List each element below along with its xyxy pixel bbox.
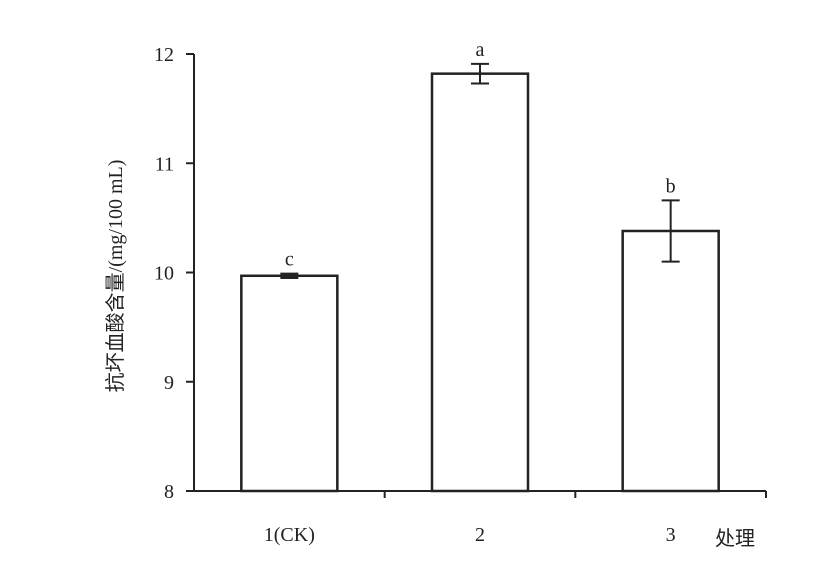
significance-label: b [666, 175, 676, 197]
x-category-label: 3 [666, 524, 676, 546]
bar [240, 274, 339, 493]
y-tick-label: 12 [154, 44, 174, 66]
significance-label: a [476, 39, 485, 61]
y-axis-title: 抗坏血酸含量/(mg/100 mL) [104, 160, 127, 393]
bar [430, 72, 530, 493]
bar [621, 229, 720, 493]
y-tick-label: 8 [164, 481, 174, 503]
x-category-label: 2 [475, 524, 485, 546]
bars [240, 62, 720, 493]
x-axis-title: 处理 [715, 527, 755, 550]
y-tick-label: 10 [154, 263, 174, 285]
significance-label: c [285, 249, 294, 271]
y-tick-label: 11 [155, 153, 174, 175]
y-tick-label: 9 [164, 372, 174, 394]
labels: 8 9 10 11 12 c 1(CK) a 2 b 3 [154, 39, 676, 546]
x-category-label: 1(CK) [264, 524, 315, 546]
